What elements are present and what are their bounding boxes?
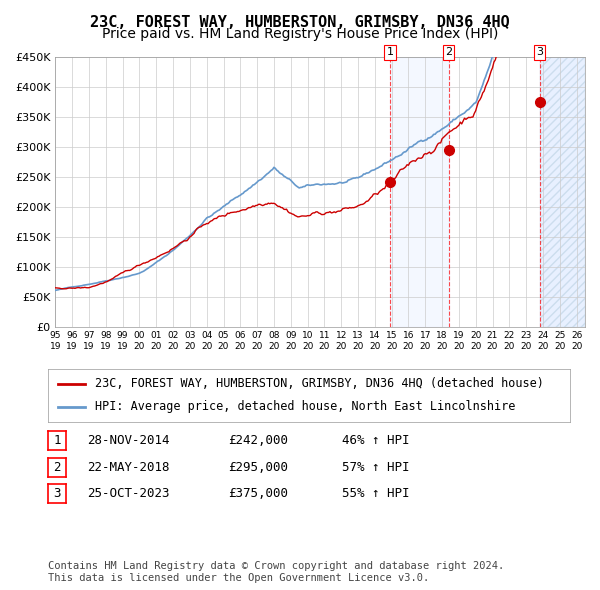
- Text: 2: 2: [53, 461, 61, 474]
- Text: 3: 3: [53, 487, 61, 500]
- Text: 23C, FOREST WAY, HUMBERSTON, GRIMSBY, DN36 4HQ (detached house): 23C, FOREST WAY, HUMBERSTON, GRIMSBY, DN…: [95, 377, 544, 390]
- Text: 1: 1: [53, 434, 61, 447]
- Bar: [390, 57, 449, 326]
- Text: 22-MAY-2018: 22-MAY-2018: [87, 461, 170, 474]
- Text: HPI: Average price, detached house, North East Lincolnshire: HPI: Average price, detached house, Nort…: [95, 401, 515, 414]
- Text: Price paid vs. HM Land Registry's House Price Index (HPI): Price paid vs. HM Land Registry's House …: [102, 27, 498, 41]
- Text: 25-OCT-2023: 25-OCT-2023: [87, 487, 170, 500]
- Text: 1: 1: [386, 47, 394, 57]
- Text: 2: 2: [445, 47, 452, 57]
- Bar: [540, 57, 585, 326]
- Text: 3: 3: [536, 47, 543, 57]
- Text: £295,000: £295,000: [228, 461, 288, 474]
- Text: £242,000: £242,000: [228, 434, 288, 447]
- Text: 55% ↑ HPI: 55% ↑ HPI: [342, 487, 409, 500]
- Bar: [540, 57, 585, 326]
- Text: Contains HM Land Registry data © Crown copyright and database right 2024.
This d: Contains HM Land Registry data © Crown c…: [48, 561, 504, 583]
- Text: 23C, FOREST WAY, HUMBERSTON, GRIMSBY, DN36 4HQ: 23C, FOREST WAY, HUMBERSTON, GRIMSBY, DN…: [90, 15, 510, 30]
- Text: 46% ↑ HPI: 46% ↑ HPI: [342, 434, 409, 447]
- Text: 28-NOV-2014: 28-NOV-2014: [87, 434, 170, 447]
- Text: 57% ↑ HPI: 57% ↑ HPI: [342, 461, 409, 474]
- Text: £375,000: £375,000: [228, 487, 288, 500]
